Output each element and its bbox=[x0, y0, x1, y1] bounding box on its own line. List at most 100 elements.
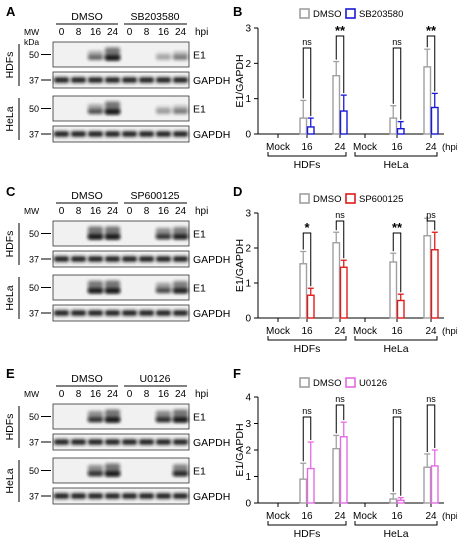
mw-marker: 50 bbox=[29, 104, 39, 114]
e1-band bbox=[88, 471, 103, 476]
bar bbox=[423, 235, 432, 319]
e1-band bbox=[173, 288, 188, 293]
blot-strip-gapdh: 37 GAPDH bbox=[29, 487, 230, 505]
gapdh-band bbox=[139, 439, 154, 445]
legend-label: DMSO bbox=[313, 378, 342, 389]
bar bbox=[389, 117, 398, 135]
gapdh-band bbox=[122, 256, 137, 262]
legend-swatch bbox=[345, 193, 356, 204]
gapdh-band bbox=[139, 310, 154, 316]
gapdh-band bbox=[122, 77, 137, 83]
x-axis-unit-label: (hpi) bbox=[442, 511, 457, 522]
blot-strip-e1: 50 E1 bbox=[29, 457, 206, 484]
significance-label: ns bbox=[392, 406, 402, 416]
timepoint-label: 8 bbox=[76, 206, 82, 217]
timepoint-label: 0 bbox=[127, 27, 133, 38]
y-tick-label: 4 bbox=[245, 393, 251, 404]
legend-label: SB203580 bbox=[359, 9, 403, 20]
blot-strip-e1: 50 E1 bbox=[29, 403, 206, 430]
protein-label: E1 bbox=[193, 229, 206, 241]
protein-label: E1 bbox=[193, 50, 206, 62]
cell-line-label: HDFs bbox=[4, 414, 16, 441]
hpi-label: hpi bbox=[195, 389, 208, 400]
y-axis-label: E1/GAPDH bbox=[234, 54, 246, 107]
blot-strip-e1: 50 E1 bbox=[29, 274, 206, 301]
x-tick-label: 24 bbox=[425, 326, 437, 337]
bar bbox=[423, 66, 432, 135]
gapdh-band bbox=[71, 439, 86, 445]
bar bbox=[389, 498, 398, 504]
group-bracket bbox=[354, 521, 438, 526]
y-tick-label: 1 bbox=[245, 279, 251, 290]
significance-bracket bbox=[392, 416, 402, 496]
protein-label: GAPDH bbox=[193, 308, 230, 320]
timepoint-label: 8 bbox=[144, 389, 150, 400]
significance-label: ns bbox=[426, 394, 436, 404]
significance-bracket bbox=[426, 35, 436, 92]
x-tick-label: 16 bbox=[301, 511, 313, 522]
protein-label: GAPDH bbox=[193, 75, 230, 87]
mw-marker: 37 bbox=[29, 130, 39, 140]
significance-label: ns bbox=[302, 37, 312, 47]
x-tick-label: 24 bbox=[334, 511, 346, 522]
y-axis-label: E1/GAPDH bbox=[234, 239, 246, 292]
e1-band bbox=[105, 55, 120, 60]
bar bbox=[299, 478, 308, 504]
significance-bracket bbox=[392, 47, 402, 120]
gapdh-band bbox=[71, 310, 86, 316]
protein-label: E1 bbox=[193, 283, 206, 295]
gapdh-band bbox=[122, 439, 137, 445]
timepoint-label: 0 bbox=[127, 389, 133, 400]
gapdh-band bbox=[122, 310, 137, 316]
gapdh-band bbox=[54, 131, 69, 137]
gapdh-band bbox=[139, 77, 154, 83]
gapdh-band bbox=[156, 493, 171, 499]
mw-header: MW bbox=[24, 389, 39, 399]
blot-strip-frame bbox=[52, 250, 190, 268]
x-axis-unit-label: (hpi) bbox=[442, 142, 457, 153]
gapdh-band bbox=[156, 256, 171, 262]
significance-bracket bbox=[335, 220, 345, 259]
legend-label: U0126 bbox=[359, 378, 387, 389]
gapdh-band bbox=[156, 131, 171, 137]
timepoint-label: 0 bbox=[59, 206, 65, 217]
x-tick-label: Mock bbox=[353, 511, 378, 522]
significance-label: ns bbox=[426, 210, 436, 220]
legend-label: SP600125 bbox=[359, 194, 403, 205]
significance-bracket bbox=[302, 47, 312, 117]
gapdh-band bbox=[54, 77, 69, 83]
timepoint-label: 0 bbox=[127, 206, 133, 217]
x-tick-label: 16 bbox=[391, 326, 403, 337]
panel-letter-d: D bbox=[233, 184, 242, 199]
protein-label: E1 bbox=[193, 466, 206, 478]
mw-header: MW bbox=[24, 206, 39, 216]
e1-band bbox=[156, 55, 171, 60]
y-tick-label: 3 bbox=[245, 209, 251, 220]
timepoint-label: 8 bbox=[76, 27, 82, 38]
gapdh-band bbox=[173, 439, 188, 445]
treatment-label: SB203580 bbox=[130, 11, 179, 23]
mw-marker: 37 bbox=[29, 255, 39, 265]
bar bbox=[396, 499, 405, 504]
mw-marker: 50 bbox=[29, 466, 39, 476]
gapdh-band bbox=[71, 77, 86, 83]
x-tick-label: Mock bbox=[266, 326, 291, 337]
timepoint-label: 16 bbox=[158, 389, 170, 400]
significance-bracket bbox=[392, 232, 402, 293]
mw-marker: 50 bbox=[29, 229, 39, 239]
e1-band bbox=[173, 417, 188, 422]
e1-band bbox=[105, 417, 120, 422]
bar bbox=[332, 447, 341, 504]
protein-label: E1 bbox=[193, 412, 206, 424]
significance-label: ** bbox=[392, 220, 403, 235]
significance-bracket bbox=[426, 216, 436, 231]
panel-letter-b: B bbox=[233, 4, 242, 19]
group-label: HeLa bbox=[383, 528, 408, 540]
mw-header: MW bbox=[24, 27, 39, 37]
bar bbox=[430, 465, 439, 504]
panel-letter-f: F bbox=[233, 366, 241, 381]
timepoint-label: 24 bbox=[175, 27, 187, 38]
